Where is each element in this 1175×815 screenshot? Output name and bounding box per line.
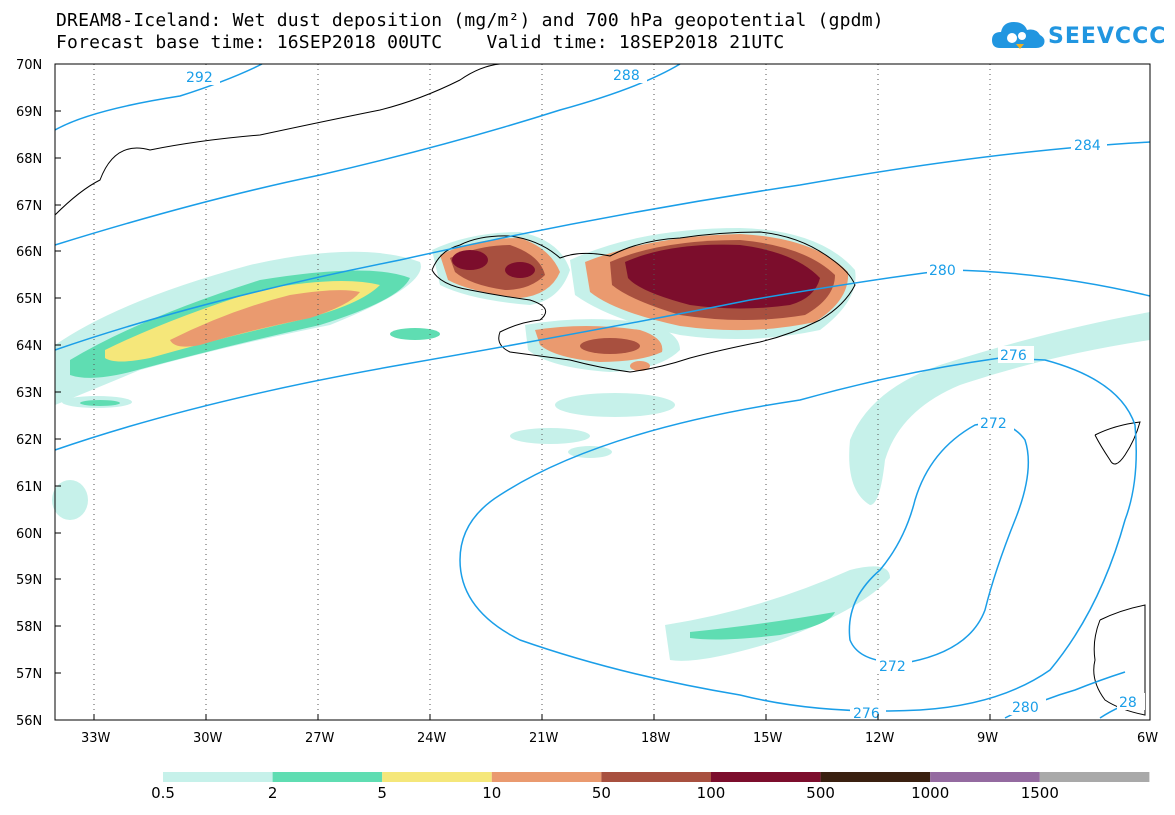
legend-label: 5 <box>377 784 387 802</box>
lat-label: 63N <box>16 386 42 401</box>
logo-text: SEEVCCC <box>1048 24 1167 49</box>
lat-label: 56N <box>16 714 42 729</box>
legend-swatch <box>601 772 711 782</box>
longitude-labels: 33W 30W 27W 24W 21W 18W 15W 12W 9W 6W <box>81 731 1158 746</box>
geopotential-contours <box>54 63 1151 719</box>
contour-label-292: 292 <box>186 70 213 86</box>
lon-label: 33W <box>81 731 111 746</box>
latitude-labels: 70N 69N 68N 67N 66N 65N 64N 63N 62N 61N … <box>16 58 42 729</box>
lon-label: 18W <box>641 731 671 746</box>
legend-label: 10 <box>482 784 502 802</box>
lon-label: 21W <box>529 731 559 746</box>
lat-label: 59N <box>16 573 42 588</box>
chart-subtitle: Forecast base time: 16SEP2018 00UTC Vali… <box>56 32 785 53</box>
lat-label: 62N <box>16 433 42 448</box>
legend-label: 50 <box>591 784 611 802</box>
legend-label: 500 <box>806 784 835 802</box>
legend-swatch <box>820 772 931 782</box>
lat-label: 68N <box>16 152 42 167</box>
legend-swatch <box>382 772 492 782</box>
lat-label: 67N <box>16 199 42 214</box>
lat-label: 61N <box>16 480 42 495</box>
contour-label-288: 288 <box>613 68 640 84</box>
legend-label: 0.5 <box>151 784 175 802</box>
map-frame <box>54 63 1151 721</box>
legend-label: 100 <box>696 784 726 802</box>
legend-label: 2 <box>267 784 278 802</box>
contour-label-280: 280 <box>929 263 956 279</box>
lon-label: 12W <box>865 731 895 746</box>
legend-swatch <box>711 772 821 782</box>
contour-label-272: 272 <box>879 659 906 675</box>
legend-swatch <box>163 772 273 782</box>
color-legend-bar <box>163 772 1150 782</box>
legend-swatch <box>491 772 602 782</box>
chart-title: DREAM8-Iceland: Wet dust deposition (mg/… <box>56 10 884 31</box>
cloud-icon <box>992 22 1045 49</box>
coastlines <box>54 63 1146 716</box>
contour-label-276: 276 <box>1000 348 1027 364</box>
legend-swatch <box>930 772 1040 782</box>
lat-label: 69N <box>16 105 42 120</box>
lat-label: 58N <box>16 620 42 635</box>
lat-label: 70N <box>16 58 42 73</box>
contour-label-272: 272 <box>980 416 1007 432</box>
legend-swatch <box>272 772 383 782</box>
contour-label-284: 284 <box>1074 138 1101 154</box>
legend-label: 1500 <box>1020 784 1059 802</box>
seevccc-logo: SEEVCCC <box>990 18 1165 58</box>
lon-label: 6W <box>1137 731 1158 746</box>
contour-label-280: 280 <box>1012 700 1039 716</box>
legend-label: 1000 <box>911 784 950 802</box>
lat-label: 57N <box>16 667 42 682</box>
contour-label-28: 28 <box>1119 695 1137 711</box>
legend-swatch <box>1039 772 1150 782</box>
lat-label: 60N <box>16 527 42 542</box>
graticule <box>93 64 991 720</box>
lon-label: 9W <box>977 731 998 746</box>
lon-label: 15W <box>753 731 783 746</box>
lat-label: 64N <box>16 339 42 354</box>
contour-labels: 292 288 284 280 276 272 272 276 280 28 <box>184 66 1145 722</box>
contour-label-276: 276 <box>853 706 880 722</box>
lat-label: 65N <box>16 292 42 307</box>
lon-label: 27W <box>305 731 335 746</box>
axis-ticks <box>55 63 991 720</box>
lon-label: 24W <box>417 731 447 746</box>
lon-label: 30W <box>193 731 223 746</box>
dust-deposition-field <box>52 228 1150 661</box>
lat-label: 66N <box>16 245 42 260</box>
